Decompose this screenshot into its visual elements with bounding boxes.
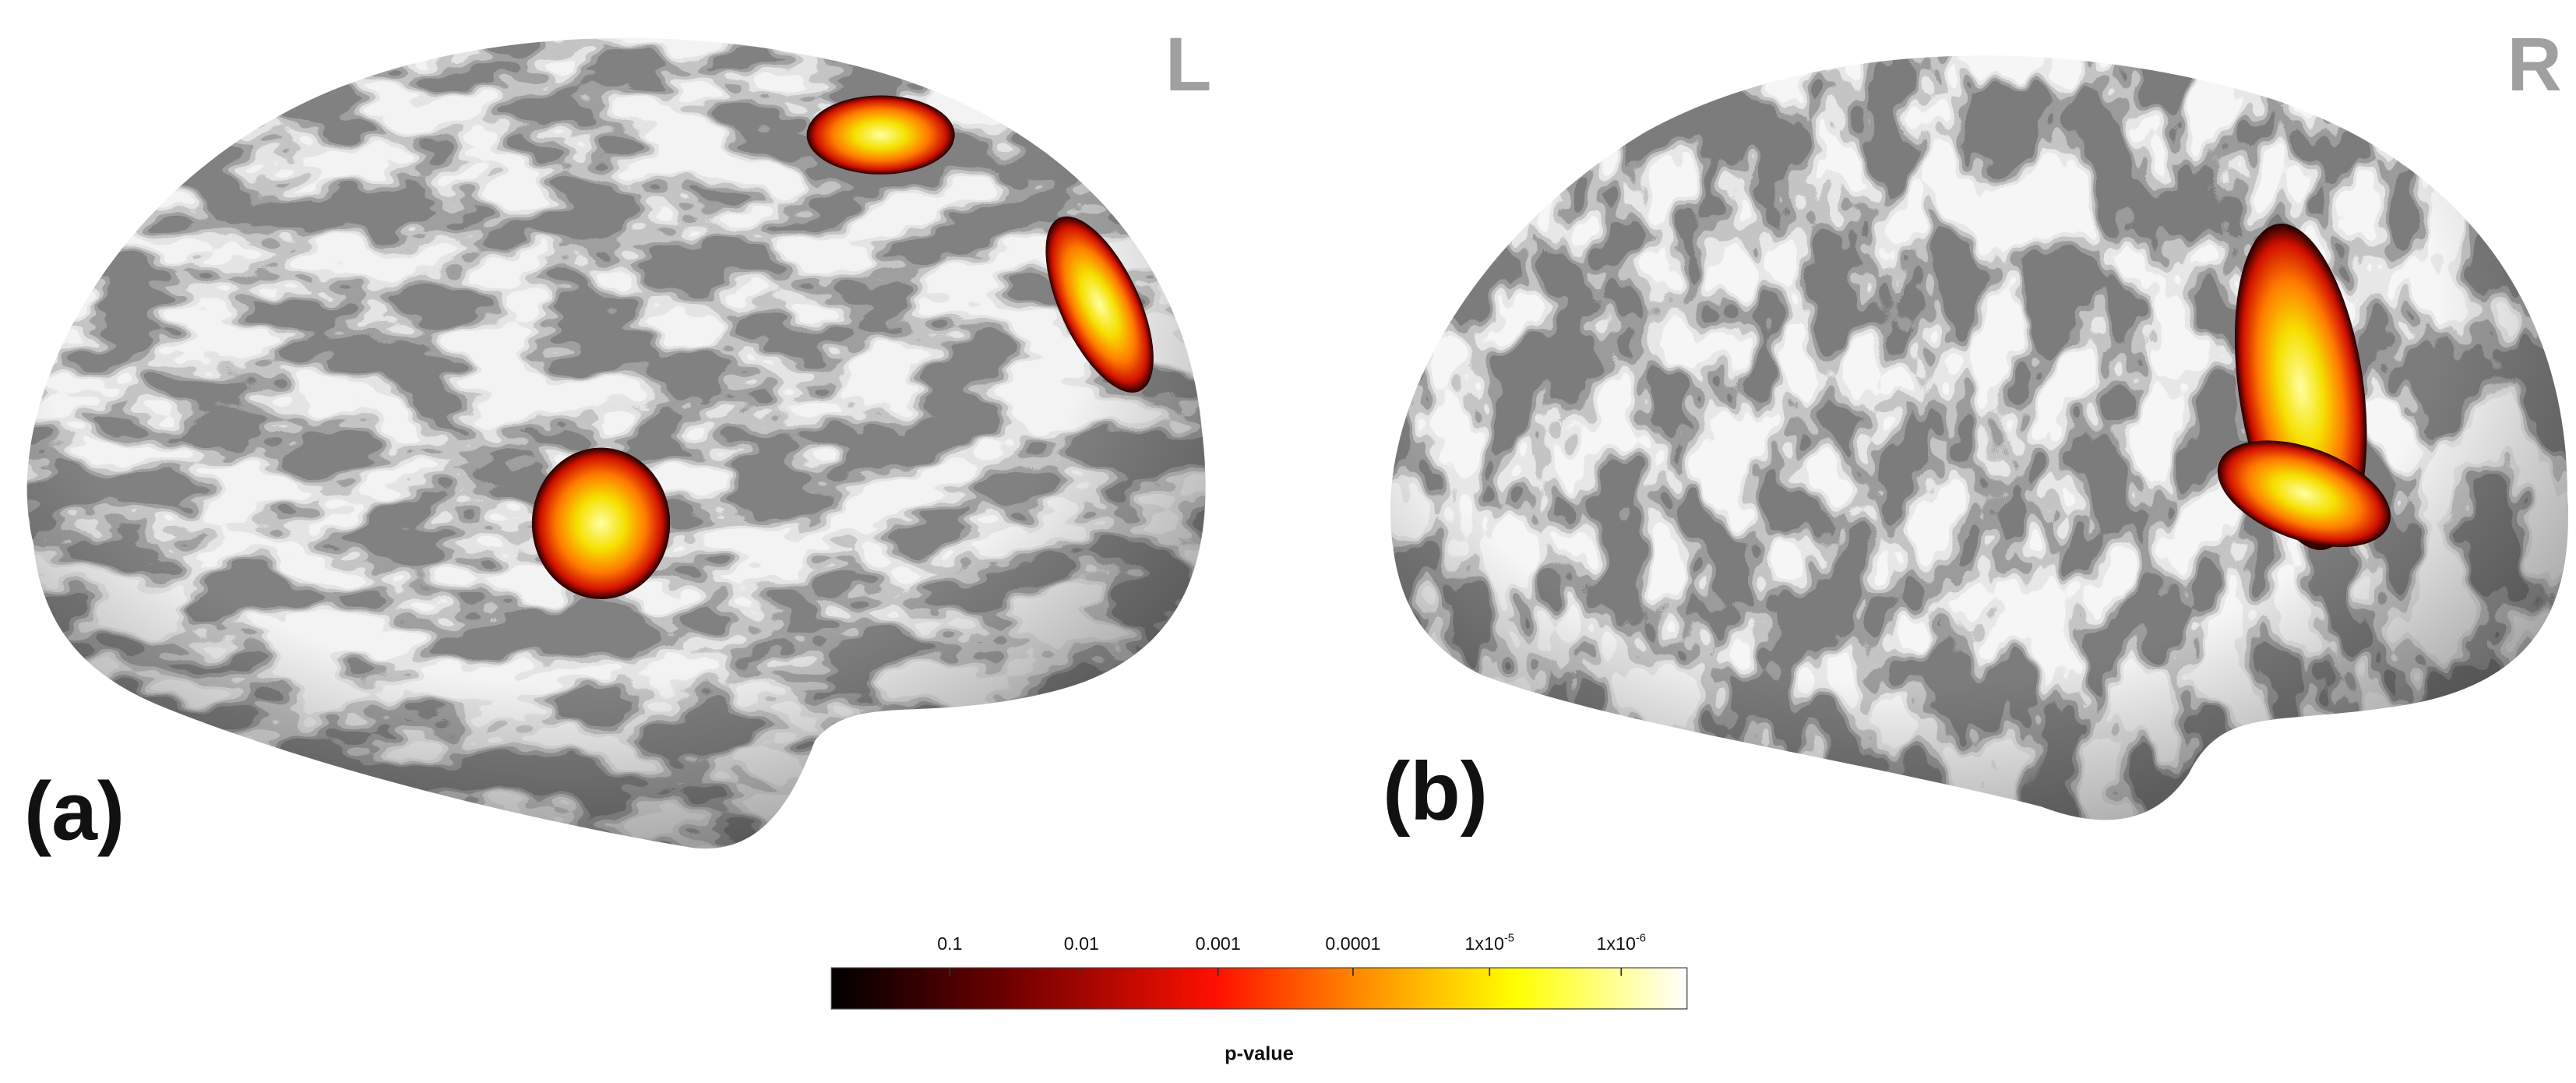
activation	[2217, 440, 2391, 548]
activation	[531, 447, 671, 599]
tick-text: 1x10	[1597, 933, 1636, 954]
tick-text: 0.001	[1196, 933, 1241, 954]
hemisphere-label: R	[2507, 22, 2562, 107]
colorbar-ticks: 0.1 0.01 0.001 0.0001 1x10-5 1x10-6	[937, 932, 1646, 976]
activation	[1045, 216, 1154, 393]
tick-exponent: -5	[1504, 932, 1514, 944]
tick-text: 1x10	[1465, 933, 1504, 954]
panel-tag: (a)	[24, 765, 125, 857]
tick-exponent: -6	[1636, 932, 1646, 944]
tick-label: 0.01	[1064, 933, 1099, 954]
tick-label: 1x10-6	[1597, 932, 1646, 954]
tick-label: 0.001	[1196, 933, 1241, 954]
right-hemisphere	[1390, 55, 2568, 820]
colorbar-label: p-value	[1225, 1042, 1294, 1064]
colorbar	[830, 967, 1688, 1010]
tick-text: 0.0001	[1325, 933, 1380, 954]
panel-tag: (b)	[1383, 746, 1488, 838]
left-hemisphere	[26, 37, 1206, 849]
hemisphere-label: L	[1165, 22, 1211, 107]
tick-text: 0.1	[937, 933, 962, 954]
activation	[806, 95, 955, 175]
tick-label: 0.1	[937, 933, 962, 954]
tick-text: 0.01	[1064, 933, 1099, 954]
tick-label: 0.0001	[1325, 933, 1380, 954]
tick-label: 1x10-5	[1465, 932, 1515, 954]
